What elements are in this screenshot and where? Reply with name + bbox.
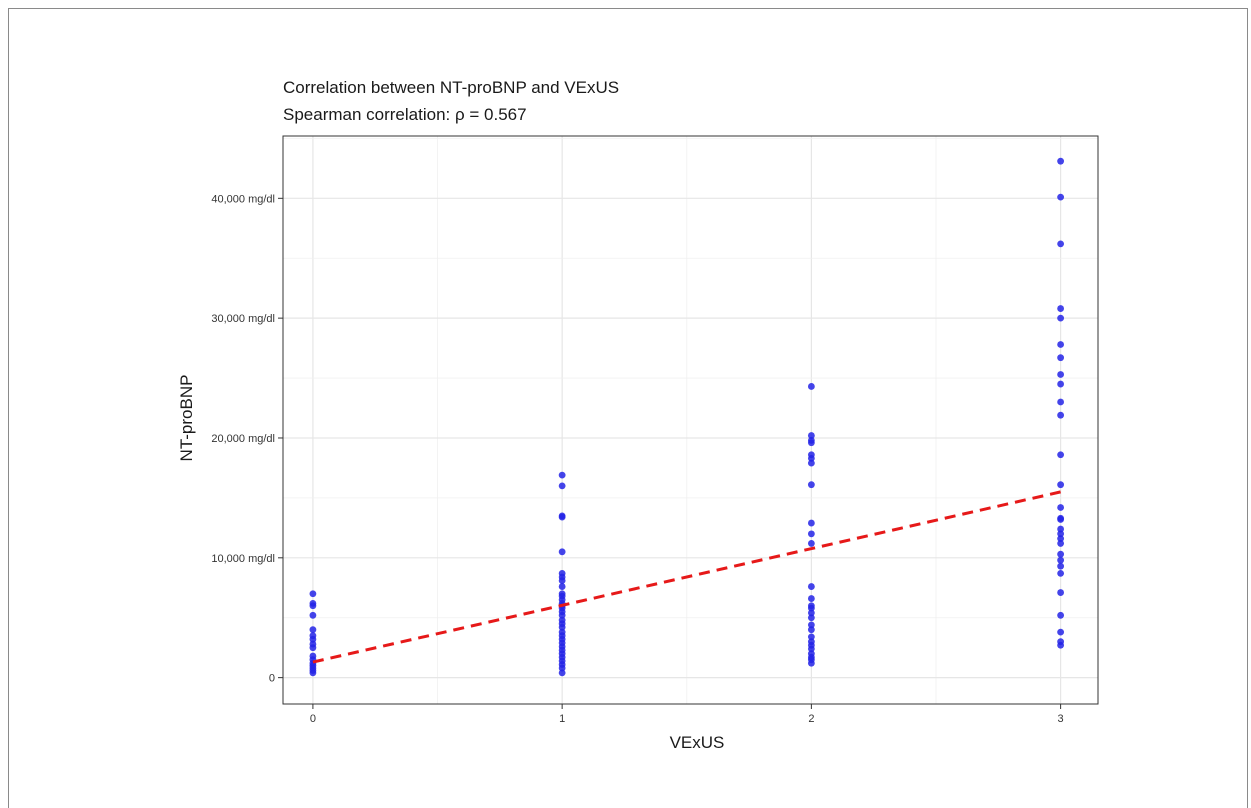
plot-panel-border bbox=[282, 135, 1099, 705]
x-axis-ticks: 0 1 2 3 bbox=[310, 704, 1064, 725]
data-point bbox=[1057, 525, 1065, 533]
data-point bbox=[558, 669, 566, 677]
data-point bbox=[807, 626, 815, 634]
data-point bbox=[807, 432, 815, 439]
data-point bbox=[1057, 398, 1065, 406]
x-tick-label: 0 bbox=[310, 713, 316, 725]
data-point bbox=[807, 621, 815, 629]
data-point bbox=[1057, 380, 1065, 388]
data-point bbox=[309, 590, 317, 598]
data-point bbox=[1057, 641, 1065, 649]
figure-frame bbox=[8, 8, 1248, 808]
data-point bbox=[807, 609, 815, 617]
data-point bbox=[807, 604, 815, 612]
data-point bbox=[807, 633, 815, 641]
grid-lines bbox=[283, 136, 1098, 704]
data-point bbox=[309, 644, 317, 652]
data-point bbox=[309, 611, 317, 619]
data-point bbox=[558, 611, 566, 619]
data-point bbox=[558, 513, 566, 521]
data-point bbox=[1057, 193, 1065, 201]
y-axis-ticks: 0 10,000 mg/dl 20,000 mg/dl 30,000 mg/dl 40,… bbox=[211, 193, 283, 685]
data-point bbox=[558, 548, 566, 556]
data-point bbox=[558, 664, 566, 672]
data-point bbox=[558, 471, 566, 479]
data-point bbox=[1057, 569, 1065, 577]
chart-title: Correlation between NT-proBNP and VExUS bbox=[283, 78, 619, 97]
data-point bbox=[309, 669, 317, 677]
data-point bbox=[1057, 628, 1065, 636]
data-point bbox=[807, 645, 815, 653]
trend-line bbox=[312, 490, 1061, 664]
data-point bbox=[1057, 314, 1065, 322]
data-point bbox=[1057, 341, 1065, 348]
x-tick-label: 3 bbox=[1058, 713, 1064, 725]
x-tick-label: 1 bbox=[559, 713, 565, 725]
data-point bbox=[807, 439, 815, 447]
data-points bbox=[309, 157, 1065, 677]
data-point bbox=[1057, 481, 1065, 489]
data-point bbox=[558, 577, 566, 584]
data-point bbox=[807, 583, 815, 590]
y-tick-label: 20,000 mg/dl bbox=[211, 433, 275, 445]
data-point bbox=[558, 482, 566, 490]
data-point bbox=[1057, 530, 1065, 538]
data-point bbox=[807, 659, 815, 667]
y-tick-label: 0 bbox=[269, 673, 275, 685]
data-point bbox=[558, 623, 566, 631]
data-point bbox=[1057, 550, 1065, 558]
y-tick-label: 30,000 mg/dl bbox=[211, 313, 275, 325]
data-point bbox=[807, 595, 815, 602]
data-point bbox=[1057, 157, 1065, 165]
data-point bbox=[1057, 354, 1065, 362]
y-tick-label: 40,000 mg/dl bbox=[211, 193, 275, 205]
y-tick-label: 10,000 mg/dl bbox=[211, 553, 275, 565]
chart-subtitle: Spearman correlation: ρ = 0.567 bbox=[283, 105, 527, 124]
data-point bbox=[1057, 611, 1065, 619]
data-point bbox=[1057, 535, 1065, 543]
x-tick-label: 2 bbox=[808, 713, 814, 725]
data-point bbox=[807, 540, 815, 547]
data-point bbox=[1057, 411, 1065, 419]
data-point bbox=[807, 614, 815, 622]
data-point bbox=[807, 530, 815, 538]
data-point bbox=[1057, 451, 1065, 459]
data-point bbox=[807, 459, 815, 467]
data-point bbox=[807, 519, 815, 527]
data-point bbox=[309, 626, 317, 634]
data-point bbox=[1057, 516, 1065, 523]
data-point bbox=[309, 602, 317, 610]
data-point bbox=[1057, 305, 1065, 312]
data-point bbox=[1057, 589, 1065, 596]
data-point bbox=[807, 383, 815, 390]
data-point bbox=[1057, 540, 1065, 547]
data-point bbox=[1057, 562, 1065, 570]
trend-line-group bbox=[312, 490, 1061, 664]
data-point bbox=[309, 635, 317, 643]
data-point bbox=[1057, 556, 1065, 564]
data-point bbox=[1057, 240, 1065, 248]
data-point bbox=[1057, 504, 1065, 511]
x-axis-label: VExUS bbox=[670, 733, 725, 752]
data-point bbox=[558, 583, 566, 590]
data-point bbox=[807, 454, 815, 462]
y-axis-label: NT-proBNP bbox=[177, 375, 196, 462]
data-point bbox=[1057, 371, 1065, 378]
data-point bbox=[807, 481, 815, 489]
